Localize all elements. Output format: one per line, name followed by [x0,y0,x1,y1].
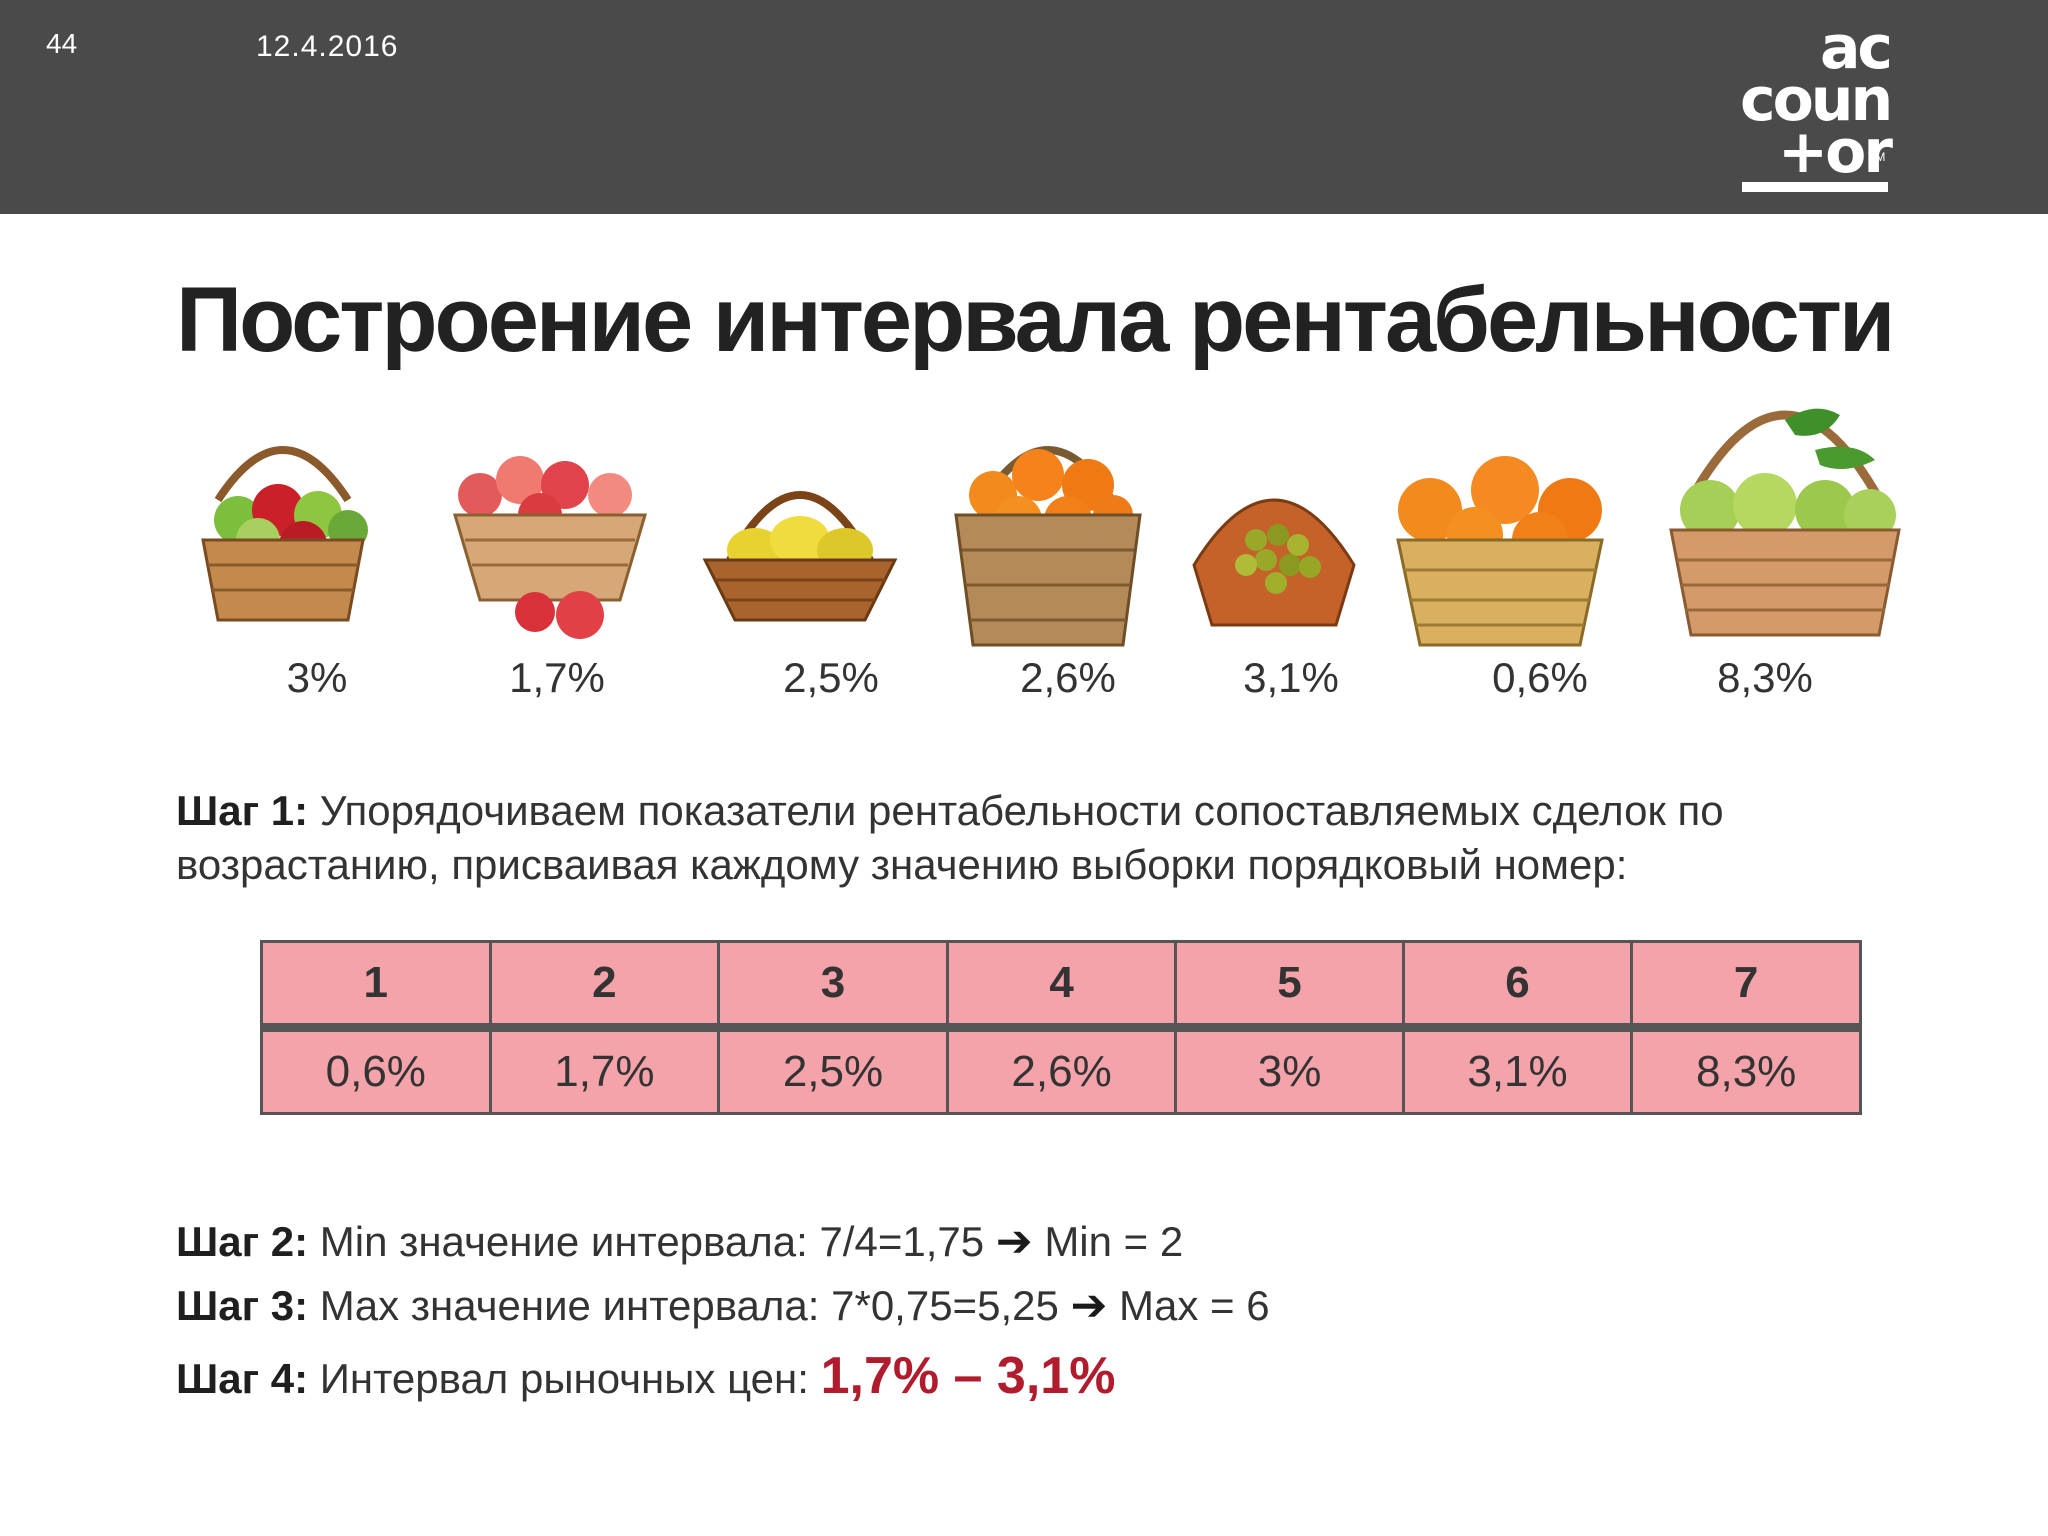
value-cell: 1,7% [488,1026,721,1115]
basket-percent-2: 1,7% [509,654,605,701]
step-3-text: Шаг 3: Max значение интервала: 7*0,75=5,… [176,1280,1270,1331]
logo-underline [1742,182,1888,192]
rank-cell: 4 [945,940,1178,1032]
step-2-label: Шаг 2: [176,1218,309,1265]
logo-line-3: +or [1777,117,1893,187]
step-1-label: Шаг 1: [176,787,309,834]
basket-percent-7: 8,3% [1717,654,1813,701]
basket-oranges-large-image [1396,456,1604,647]
step-2-description: Min значение интервала: 7/4=1,75 [308,1218,996,1265]
logo-line-2: coun [1740,65,1893,135]
rank-cell: 1 [260,940,492,1032]
slide-header: 44 12.4.2016 ac coun +or TM [0,0,2048,214]
step-1-text: Шаг 1: Упорядочиваем показатели рентабел… [176,784,1856,892]
basket-apples-mixed-image [201,446,368,622]
ranking-table: 1 2 3 4 5 6 7 0,6% 1,7% 2,5% 2,6% 3% 3,1… [260,940,1862,1115]
basket-percent-3: 2,5% [783,654,879,701]
basket-percent-5: 3,1% [1243,654,1339,701]
step-3-label: Шаг 3: [176,1282,309,1329]
step-2-text: Шаг 2: Min значение интервала: 7/4=1,75 … [176,1216,1183,1267]
rank-cell: 7 [1630,940,1862,1032]
rank-cell: 2 [488,940,721,1032]
basket-percent-6: 0,6% [1492,654,1588,701]
arrow-right-icon: ➔ [995,1217,1033,1266]
basket-oranges-image [954,446,1142,647]
rank-cell: 3 [717,940,949,1032]
table-value-row: 0,6% 1,7% 2,5% 2,6% 3% 3,1% 8,3% [260,1026,1862,1115]
value-cell: 3% [1174,1026,1405,1115]
slide-date: 12.4.2016 [256,30,399,63]
basket-percent-4: 2,6% [1020,654,1116,701]
logo-line-1: ac [1819,13,1893,83]
value-cell: 0,6% [260,1026,492,1115]
step-3-description: Max значение интервала: 7*0,75=5,25 [308,1282,1071,1329]
basket-grapes-image [1192,498,1356,627]
basket-red-apples-image [452,456,648,639]
basket-green-apples-image [1669,408,1901,637]
table-rank-row: 1 2 3 4 5 6 7 [260,940,1862,1032]
step-4-label: Шаг 4: [176,1355,309,1402]
value-cell: 2,6% [945,1026,1178,1115]
logo-trademark: TM [1868,150,1886,164]
slide-title: Построение интервала рентабельности [176,269,1895,371]
step-4-result: 1,7% – 3,1% [820,1347,1116,1405]
step-4-text: Шаг 4: Интервал рыночных цен: 1,7% – 3,1… [176,1346,1115,1406]
slide-number: 44 [46,28,78,59]
step-4-description: Интервал рыночных цен: [308,1355,821,1402]
value-cell: 2,5% [717,1026,949,1115]
step-1-description: Упорядочиваем показатели рентабельности … [176,787,1724,888]
rank-cell: 5 [1174,940,1405,1032]
accountor-logo: ac coun +or TM [1740,13,1893,192]
value-cell: 3,1% [1401,1026,1634,1115]
step-2-result: Min = 2 [1032,1218,1184,1265]
basket-yellow-quinces-image [702,491,898,622]
step-3-result: Max = 6 [1107,1282,1270,1329]
basket-percent-1: 3% [286,654,348,701]
arrow-right-icon: ➔ [1070,1281,1108,1330]
value-cell: 8,3% [1630,1026,1862,1115]
rank-cell: 6 [1401,940,1634,1032]
